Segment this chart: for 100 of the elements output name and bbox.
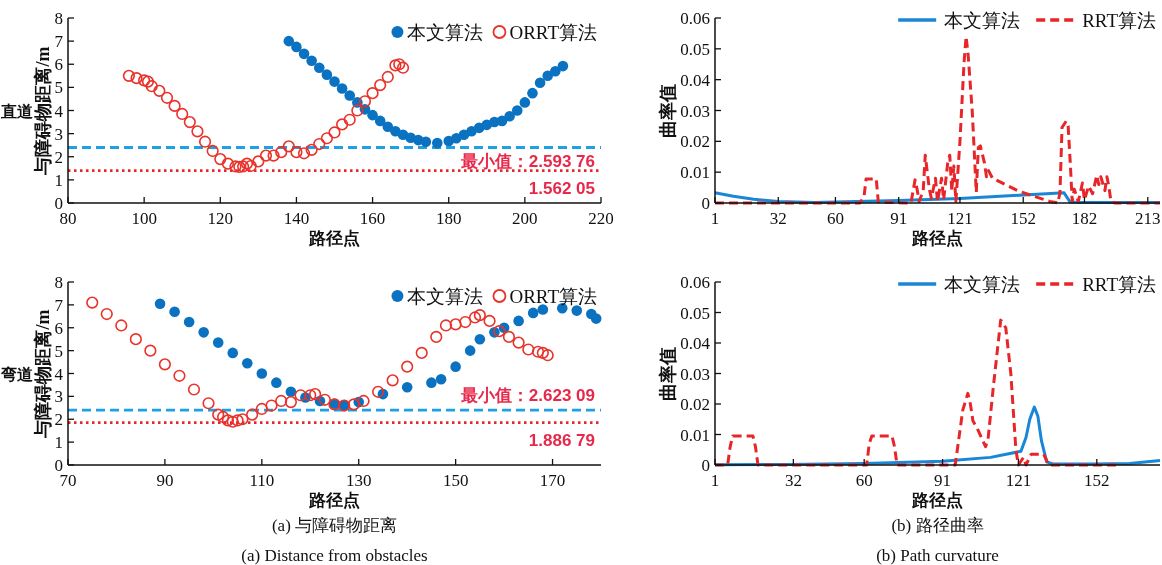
y-tick-label: 5 xyxy=(54,341,63,361)
point xyxy=(291,41,302,53)
point xyxy=(244,159,257,173)
point xyxy=(298,48,310,60)
point xyxy=(216,410,230,424)
annotation: 1.562 05 xyxy=(528,178,595,198)
point xyxy=(313,62,325,74)
point xyxy=(396,61,410,74)
y-tick-label: 1 xyxy=(54,170,63,190)
x-axis-title: 路径点 xyxy=(911,229,963,248)
point xyxy=(401,381,413,393)
line-series xyxy=(713,318,1119,467)
point xyxy=(231,414,244,427)
x-tick-label: 60 xyxy=(855,471,873,490)
x-tick-label: 91 xyxy=(934,471,952,490)
legend-label: 本文算法 xyxy=(407,22,484,43)
point xyxy=(483,314,496,327)
point xyxy=(214,152,227,166)
y-tick-label: 0 xyxy=(701,194,710,213)
point xyxy=(297,147,311,160)
point xyxy=(430,330,443,343)
point xyxy=(439,319,453,332)
point xyxy=(449,318,462,331)
x-axis-title: 路径点 xyxy=(911,491,963,510)
point xyxy=(154,298,166,310)
y-tick-label: 0.06 xyxy=(680,9,710,28)
point xyxy=(519,97,531,108)
point xyxy=(336,118,349,131)
x-axis-title: 路径点 xyxy=(308,229,360,248)
point xyxy=(389,59,402,72)
y-tick-label: 0.02 xyxy=(680,395,710,414)
point xyxy=(237,160,250,173)
x-tick-label: 110 xyxy=(249,471,275,490)
y-tick-label: 0.02 xyxy=(680,132,710,152)
point xyxy=(285,386,297,398)
x-tick-label: 200 xyxy=(512,209,538,228)
x-tick-label: 100 xyxy=(131,209,157,228)
point xyxy=(328,126,341,139)
point xyxy=(474,333,486,345)
legend-label: ORRT算法 xyxy=(509,22,597,43)
point xyxy=(347,398,360,411)
point xyxy=(309,387,322,401)
y-tick-label: 6 xyxy=(54,318,63,338)
y-tick-label: 8 xyxy=(54,273,63,292)
point xyxy=(541,349,554,362)
point xyxy=(183,316,195,328)
x-tick-label: 91 xyxy=(890,209,908,228)
point xyxy=(221,414,234,427)
y-tick-label: 7 xyxy=(54,295,64,315)
text: (b) 路径曲率 xyxy=(891,516,984,535)
point xyxy=(401,360,414,373)
point xyxy=(252,155,265,168)
point xyxy=(294,389,307,402)
y-tick-label: 0.01 xyxy=(680,425,710,445)
point xyxy=(357,394,370,408)
point xyxy=(241,357,253,369)
point xyxy=(504,110,515,122)
point xyxy=(183,115,196,129)
point xyxy=(306,55,317,67)
point xyxy=(100,307,113,321)
y-tick-label: 3 xyxy=(54,124,63,144)
x-tick-label: 182 xyxy=(1071,209,1098,228)
text: (b) Path curvature xyxy=(876,546,999,565)
point xyxy=(527,87,538,99)
point xyxy=(246,408,259,421)
point xyxy=(187,383,201,396)
x-tick-label: 121 xyxy=(947,209,973,228)
y-tick-label: 0.04 xyxy=(680,70,711,90)
text: 弯道 xyxy=(0,364,34,383)
point xyxy=(145,80,158,93)
point xyxy=(255,402,268,416)
point xyxy=(212,408,225,421)
point xyxy=(382,121,394,132)
y-axis-title: 与障碍物距离/m xyxy=(32,309,53,439)
text: 直道 xyxy=(0,102,34,120)
y-tick-label: 0.01 xyxy=(680,163,710,183)
y-tick-label: 0.05 xyxy=(680,39,710,59)
y-tick-label: 4 xyxy=(54,101,64,121)
point xyxy=(141,75,155,88)
point xyxy=(313,137,326,151)
point xyxy=(240,157,254,170)
y-tick-label: 0.03 xyxy=(680,101,710,121)
point xyxy=(305,143,318,156)
point xyxy=(386,374,399,387)
point xyxy=(212,337,224,348)
point xyxy=(202,397,215,410)
point xyxy=(557,60,569,72)
point xyxy=(115,319,128,332)
point xyxy=(534,77,546,89)
point xyxy=(531,345,545,358)
point xyxy=(130,72,143,85)
y-tick-label: 2 xyxy=(54,147,63,167)
annotation: 最小值：2.623 09 xyxy=(459,386,595,406)
point xyxy=(537,304,549,315)
point xyxy=(320,132,333,145)
point xyxy=(513,315,524,327)
point xyxy=(198,135,212,148)
point xyxy=(206,144,219,158)
point xyxy=(590,313,602,324)
point xyxy=(86,296,99,309)
